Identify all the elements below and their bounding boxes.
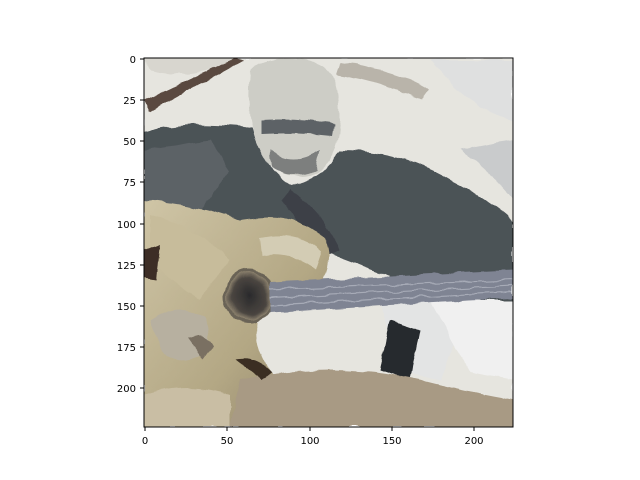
- y-tick-label: 150: [117, 302, 136, 313]
- y-tick-label: 0: [130, 55, 136, 66]
- y-tick-label: 75: [123, 178, 136, 189]
- x-tick-label: 150: [382, 436, 401, 447]
- image: [144, 58, 513, 427]
- x-tick-label: 50: [221, 436, 234, 447]
- y-tick-label: 25: [123, 96, 136, 107]
- axes-frame: [143, 57, 514, 428]
- x-axis: 0 50 100 150 200: [142, 427, 484, 447]
- y-tick-label: 175: [117, 343, 136, 354]
- y-tick-label: 125: [117, 261, 136, 272]
- x-tick-label: 200: [464, 436, 483, 447]
- y-tick-label: 200: [117, 384, 136, 395]
- y-tick-label: 50: [123, 137, 136, 148]
- y-axis: 0 25 50 75 100 125 150 175 200: [117, 55, 144, 395]
- x-tick-label: 0: [142, 436, 148, 447]
- y-tick-label: 100: [117, 220, 136, 231]
- x-tick-label: 100: [300, 436, 319, 447]
